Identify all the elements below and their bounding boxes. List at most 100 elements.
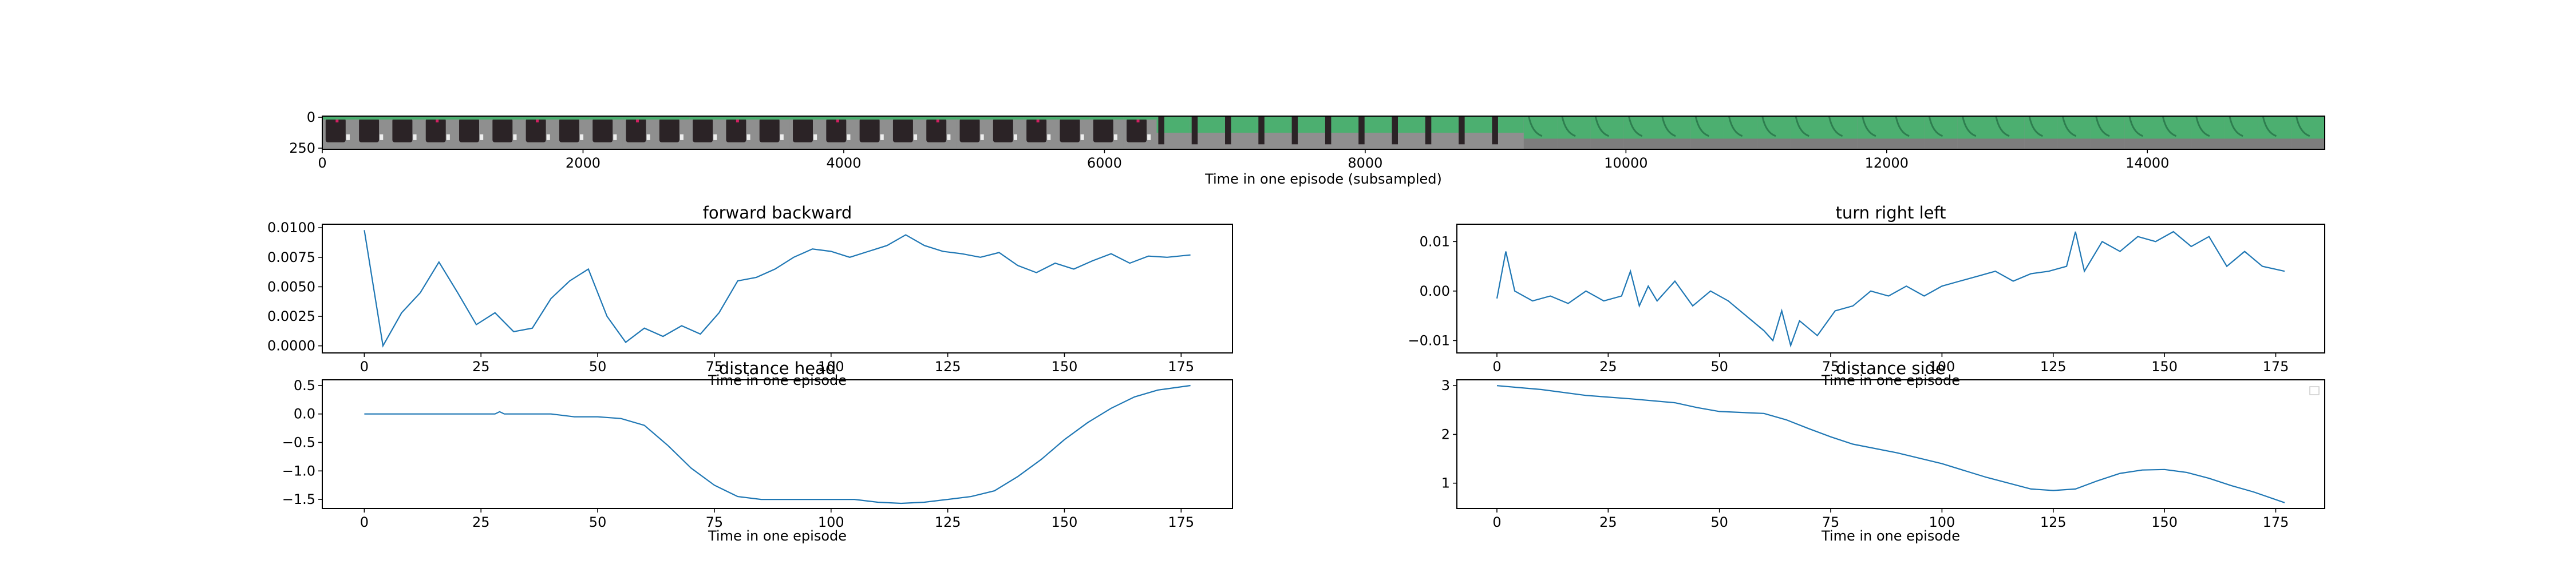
x-tick-label: 125 [2040, 359, 2067, 375]
y-tick-label: 0.00 [1420, 283, 1450, 299]
distance-side-panel: distance side 0 25 50 75 100 125 150 175 1 2 3 Ti… [1441, 359, 2325, 544]
x-tick-label: 25 [472, 359, 490, 375]
strip-frame [1657, 116, 1691, 149]
strip-frame [2091, 116, 2125, 149]
turn-right-left-axes-frame [1456, 224, 2325, 353]
x-tick-label: 175 [1168, 514, 1194, 530]
y-tick-label: 0.0 [294, 406, 315, 422]
strip-frame [722, 116, 757, 149]
forward-backward-axes-frame [322, 224, 1233, 353]
strip-frame [1724, 116, 1758, 149]
strip-frame [1957, 116, 1992, 149]
x-tick-label: 150 [1052, 359, 1078, 375]
strip-frame [589, 116, 623, 149]
x-tick-label: 2000 [566, 155, 600, 171]
x-tick-label: 75 [706, 359, 724, 375]
distance-side-y-ticks: 1 2 3 [1441, 378, 1457, 491]
strip-frame [823, 116, 857, 149]
strip-frame [1190, 116, 1224, 149]
strip-frame [923, 116, 957, 149]
distance-head-x-ticks: 0 25 50 75 100 125 150 175 [360, 509, 1194, 530]
strip-frame [389, 116, 423, 149]
strip-frame [1791, 116, 1824, 149]
turn-right-left-y-ticks: −0.01 0.00 0.01 [1408, 233, 1457, 348]
strip-frame [1523, 116, 1558, 149]
strip-frame [1423, 116, 1457, 149]
x-tick-label: 25 [1599, 359, 1617, 375]
strip-frame [2057, 116, 2092, 149]
strip-frame [890, 116, 923, 149]
distance-head-series-line [364, 384, 1191, 505]
strip-axes-frame [322, 116, 2325, 150]
x-tick-label: 75 [1822, 514, 1840, 530]
x-tick-label: 125 [935, 359, 961, 375]
strip-frame [956, 116, 990, 149]
x-tick-label: 100 [818, 359, 844, 375]
strip-frame [1991, 116, 2025, 149]
strip-frame [456, 116, 489, 149]
distance-head-title: distance head [719, 359, 836, 378]
strip-frame [1156, 116, 1191, 149]
strip-frame [1290, 116, 1324, 149]
forward-backward-series-line [364, 230, 1191, 348]
strip-frame [2225, 116, 2258, 149]
strip-frame [322, 116, 356, 149]
strip-frame [1757, 116, 1791, 149]
x-tick-label: 50 [1710, 514, 1728, 530]
turn-right-left-title: turn right left [1835, 203, 1946, 223]
y-tick-label: −0.01 [1408, 332, 1450, 348]
strip-y-ticks: 0 250 [289, 109, 322, 156]
y-tick-label: −0.5 [282, 435, 315, 451]
x-tick-label: 100 [1929, 359, 1955, 375]
strip-frame [355, 116, 390, 149]
strip-frame [2258, 116, 2292, 149]
strip-frame [1089, 116, 1124, 149]
y-tick-label: 1 [1441, 475, 1450, 491]
strip-frame [856, 116, 890, 149]
empty-legend-box [2309, 386, 2320, 395]
strip-x-axis-label: Time in one episode (subsampled) [1204, 171, 1442, 187]
y-tick-label: 0.0025 [267, 308, 315, 324]
forward-backward-x-ticks: 0 25 50 75 100 125 150 175 [360, 353, 1194, 375]
forward-backward-y-ticks: 0.0000 0.0025 0.0050 0.0075 0.0100 [267, 220, 322, 354]
strip-frame [2191, 116, 2225, 149]
turn-right-left-panel: turn right left 0 25 50 75 100 125 150 175 −0.0… [1408, 203, 2325, 388]
strip-frame [1623, 116, 1658, 149]
x-tick-label: 150 [2151, 359, 2178, 375]
y-tick-label: 2 [1441, 426, 1450, 442]
strip-frame [990, 116, 1024, 149]
strip-x-ticks: 0 2000 4000 6000 8000 10000 12000 14000 [318, 149, 2169, 171]
y-tick-label: 0.5 [294, 378, 315, 394]
x-tick-label: 175 [1168, 359, 1194, 375]
distance-head-x-axis-label: Time in one episode [708, 528, 847, 544]
distance-side-title: distance side [1836, 359, 1946, 378]
x-tick-label: 25 [472, 514, 490, 530]
x-tick-label: 0 [360, 514, 369, 530]
distance-side-series-line [1496, 385, 2285, 503]
distance-head-y-ticks: −1.5 −1.0 −0.5 0.0 0.5 [282, 378, 322, 507]
strip-frame [622, 116, 657, 149]
x-tick-label: 50 [1710, 359, 1728, 375]
x-tick-label: 125 [2040, 514, 2067, 530]
y-tick-label: 0 [307, 109, 315, 125]
strip-frame [1323, 116, 1357, 149]
x-tick-label: 50 [589, 359, 607, 375]
x-tick-label: 0 [360, 359, 369, 375]
x-tick-label: 125 [935, 514, 961, 530]
x-tick-label: 12000 [1865, 155, 1909, 171]
x-tick-label: 0 [1492, 514, 1501, 530]
x-tick-label: 14000 [2125, 155, 2169, 171]
x-tick-label: 8000 [1348, 155, 1382, 171]
turn-right-left-series-line [1496, 231, 2285, 348]
strip-frame [756, 116, 790, 149]
strip-frame [1457, 116, 1491, 149]
strip-frame [1023, 116, 1057, 149]
strip-frame [2158, 116, 2192, 149]
strip-frame [1891, 116, 1925, 149]
strip-frame [689, 116, 724, 149]
strip-frame [489, 116, 523, 149]
strip-frame [2124, 116, 2158, 149]
strip-frame [2291, 116, 2325, 149]
y-tick-label: 0.0000 [267, 338, 315, 354]
